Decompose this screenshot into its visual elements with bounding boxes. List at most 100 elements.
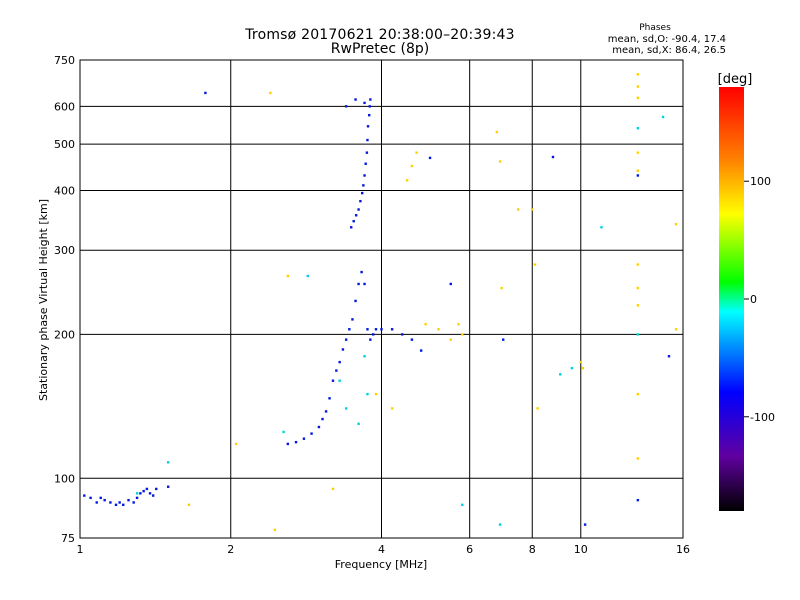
data-point: [366, 138, 369, 142]
plot-frame: [79, 59, 684, 539]
data-point: [405, 179, 409, 182]
colorbar-ticks: 100 0 -100: [744, 175, 775, 424]
data-point: [103, 498, 106, 502]
data-point: [166, 461, 170, 464]
data-point: [331, 379, 335, 382]
data-point: [428, 156, 432, 160]
data-point: [302, 437, 306, 440]
data-point: [354, 214, 358, 217]
colorbar-tick-label: 0: [750, 293, 757, 306]
data-point: [371, 333, 375, 336]
data-points: [83, 73, 678, 532]
data-point: [348, 328, 351, 331]
data-point: [83, 494, 86, 497]
data-point: [536, 407, 539, 410]
data-point: [362, 184, 365, 187]
x-tick-label: 10: [574, 543, 588, 556]
data-point: [359, 199, 362, 203]
data-point: [636, 126, 640, 130]
data-point: [234, 442, 238, 446]
data-point: [335, 369, 338, 372]
x-tick-label: 6: [466, 543, 473, 556]
data-point: [166, 485, 170, 488]
data-point: [135, 496, 139, 500]
data-point: [502, 338, 505, 341]
data-point: [369, 98, 372, 101]
y-tick-label: 100: [54, 472, 75, 485]
data-point: [357, 422, 360, 426]
colorbar-tick-label: 100: [750, 175, 771, 188]
data-point: [114, 503, 118, 507]
data-point: [533, 263, 537, 266]
data-point: [636, 392, 640, 396]
x-tick-label: 4: [378, 543, 385, 556]
data-point: [187, 503, 191, 507]
data-point: [122, 503, 125, 507]
data-point: [127, 498, 130, 502]
data-point: [204, 91, 207, 95]
data-point: [449, 338, 452, 341]
data-point: [109, 501, 112, 504]
data-point: [437, 328, 440, 331]
x-tick-label: 1: [77, 543, 84, 556]
data-point: [390, 328, 394, 331]
data-point: [636, 457, 640, 460]
data-point: [461, 503, 464, 507]
data-point: [338, 360, 341, 364]
data-point: [600, 226, 603, 229]
data-point: [581, 366, 585, 370]
data-point: [636, 169, 640, 172]
data-point: [363, 282, 366, 286]
data-point: [636, 263, 640, 266]
data-point: [351, 318, 354, 321]
data-point: [139, 492, 142, 495]
tick-labels: 1 2 4 6 8 10 16 75 100 200 300 400 500 600 750: [54, 54, 690, 556]
x-tick-label: 8: [529, 543, 536, 556]
data-point: [324, 410, 328, 413]
data-point: [132, 501, 135, 504]
chart-subtitle: RwPretec (8p): [330, 41, 430, 57]
colorbar: [719, 87, 744, 511]
data-point: [344, 338, 348, 341]
data-point: [363, 355, 366, 358]
data-point: [95, 501, 98, 504]
data-point: [390, 407, 394, 410]
data-point: [559, 373, 562, 376]
y-tick-label: 300: [54, 244, 75, 257]
colorbar-tick-label: -100: [750, 411, 775, 424]
data-point: [636, 498, 640, 502]
data-point: [636, 85, 640, 88]
data-point: [151, 494, 155, 497]
data-point: [344, 407, 348, 410]
data-point: [321, 417, 324, 421]
data-point: [636, 304, 640, 307]
data-point: [357, 282, 360, 286]
chart-title: Tromsø 20170621 20:38:00–20:39:43: [245, 27, 515, 43]
data-point: [380, 328, 383, 331]
x-mode-stats: mean, sd,X: 86.4, 26.5: [612, 45, 726, 56]
x-tick-label: 2: [227, 543, 234, 556]
data-point: [282, 430, 285, 434]
data-point: [148, 492, 152, 495]
data-point: [118, 501, 121, 504]
data-point: [531, 208, 534, 211]
y-tick-label: 200: [54, 328, 75, 341]
data-point: [419, 349, 423, 352]
data-point: [415, 151, 418, 154]
y-tick-label: 750: [54, 54, 75, 67]
data-point: [360, 270, 363, 274]
data-point: [357, 208, 360, 211]
phases-heading: Phases: [639, 23, 671, 33]
data-point: [636, 333, 640, 336]
y-tick-label: 75: [61, 532, 75, 545]
data-point: [410, 338, 414, 341]
data-point: [374, 392, 378, 396]
data-point: [286, 274, 290, 278]
data-point: [498, 160, 502, 163]
data-point: [155, 487, 158, 491]
data-point: [310, 432, 313, 435]
x-tick-label: 16: [676, 543, 690, 556]
colorbar-label: [deg]: [718, 72, 753, 87]
grid-lines: [80, 60, 683, 538]
